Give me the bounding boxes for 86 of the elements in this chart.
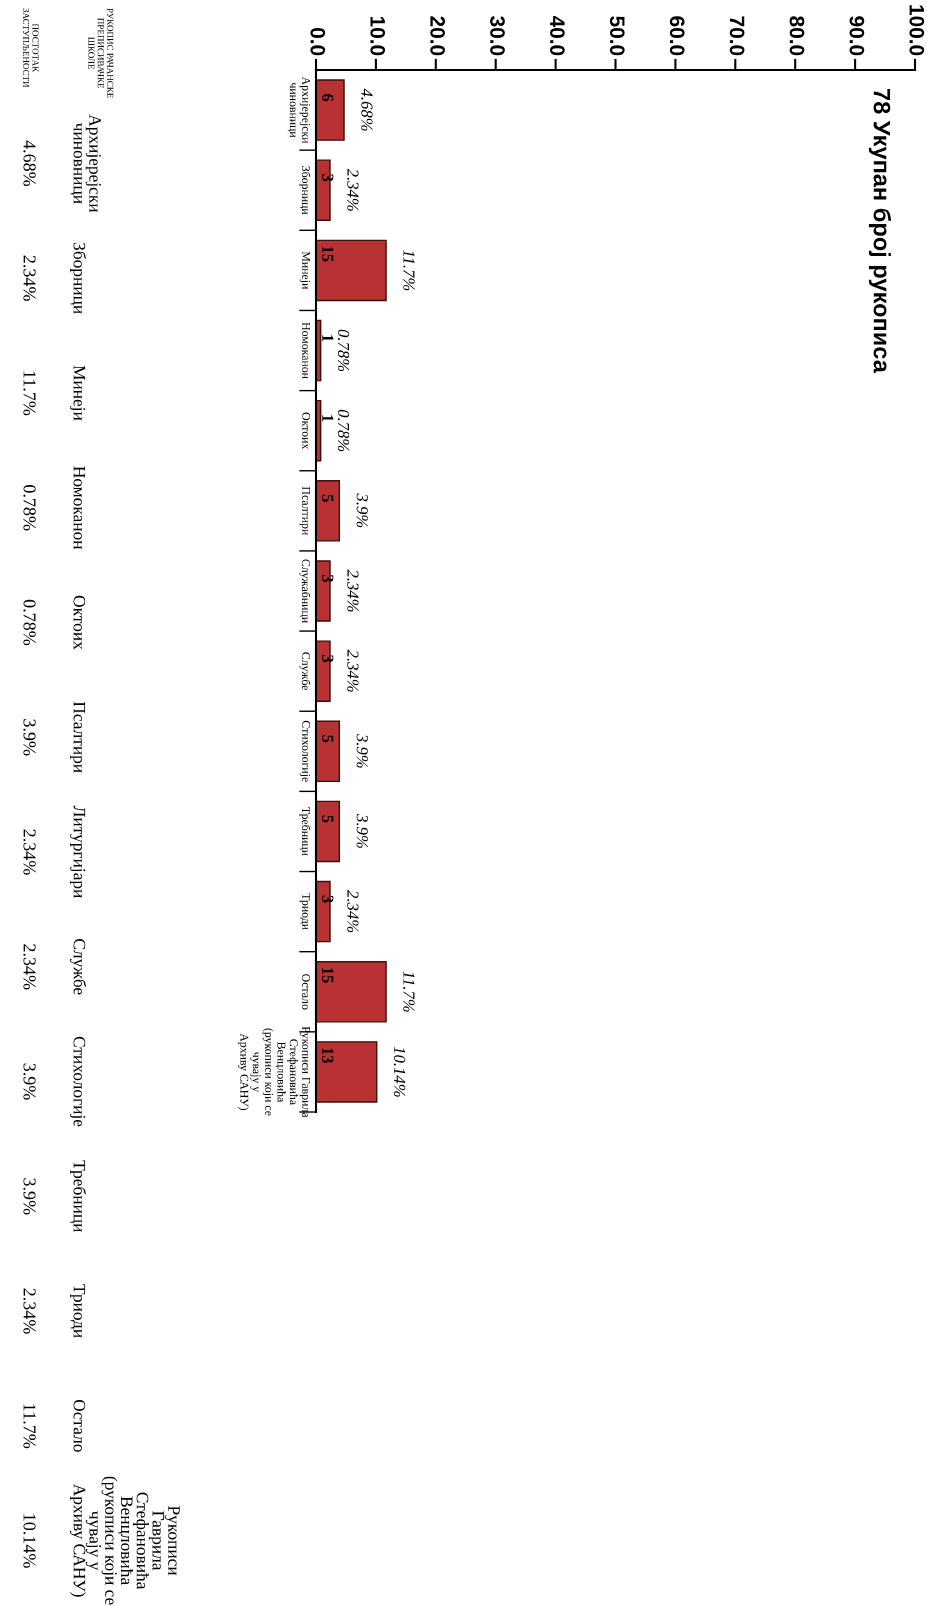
category-label: Рукописи Гаврила Стефановића Венцловића (рукописи који се чувају у Архиву САНУ) [70, 1476, 180, 1605]
text: 11.7% [23, 1404, 36, 1449]
bar [316, 720, 341, 783]
annotation: 1 [322, 335, 334, 342]
y-tick-label: Зборници [299, 166, 311, 215]
text: 78 Укупан број рукописа [868, 89, 892, 373]
bar [316, 1041, 378, 1103]
text: 10.14% [23, 1514, 36, 1568]
text: ПОСТОТАК ЗАСТУПЉЕНОСТИ [23, 8, 39, 88]
text: 2.34% [23, 255, 36, 301]
data-label: 2.34% [347, 569, 359, 612]
annotation: 3 [322, 895, 334, 903]
category-label: Литургијари [70, 805, 86, 898]
annotation: 1 [322, 415, 334, 422]
y-tick-label: Рукописи Гаврила Стефановића Венцловића (рукописи који се чувају у Архиву САНУ) [237, 1026, 311, 1118]
data-label: 11.7% [403, 250, 415, 291]
text: 11.7% [23, 371, 36, 416]
annotation: 15 [322, 968, 334, 983]
data-label: 3.9% [356, 733, 368, 768]
category-label: Псалтири [70, 701, 86, 773]
y-tick-label: Номоканон [302, 322, 310, 379]
data-label: 10.14% [393, 1046, 406, 1097]
category-label: Службе [70, 939, 87, 995]
text: 3.9% [23, 1063, 36, 1100]
bar [316, 800, 341, 863]
annotation: 6 [322, 93, 334, 102]
text: 3.9% [23, 1178, 36, 1215]
y-tick-label: Требници [299, 807, 311, 856]
x-tick-label: 80.0 [789, 16, 805, 56]
data-label: 3.9% [356, 814, 368, 848]
x-tick-label: 50.0 [609, 16, 625, 56]
y-tick-label: Остало [302, 974, 311, 1010]
text: 0.78% [23, 485, 36, 531]
data-label: 2.34% [347, 168, 359, 211]
category-label: Триоди [70, 1284, 86, 1338]
category-label: Архијерејски чиновници [70, 114, 101, 213]
x-tick-label: 10.0 [370, 16, 386, 56]
text: 2.34% [23, 829, 36, 875]
bar [316, 239, 387, 302]
data-label: 3.9% [356, 493, 368, 528]
data-label: 0.78% [337, 409, 350, 452]
annotation: 5 [322, 735, 334, 743]
annotation: 13 [322, 1048, 334, 1064]
bar [316, 480, 341, 542]
x-tick-label: 90.0 [849, 16, 865, 56]
x-tick-label: 0.0 [310, 27, 326, 56]
text: 0.78% [23, 599, 36, 646]
annotation: 3 [322, 574, 334, 583]
y-tick-label: Октоих [302, 412, 311, 450]
x-tick-label: 30.0 [490, 16, 505, 56]
y-tick-label: Минеји [299, 251, 311, 290]
annotation: 5 [322, 494, 334, 502]
annotation: 15 [322, 246, 334, 262]
text: РУКОПИС РАЧАНСКЕ ПРЕПИСИВАЧКЕ ШКОЛЕ [88, 8, 114, 98]
y-tick-label: Архијерејски чиновници [287, 76, 311, 144]
x-tick-label: 70.0 [729, 16, 745, 56]
annotation: 5 [322, 815, 334, 823]
x-tick-label: 100.0 [909, 5, 925, 56]
y-tick-label: Стихологије [299, 720, 311, 782]
category-label: Номоканон [73, 466, 86, 550]
data-label: 2.34% [347, 649, 359, 692]
text: 2.34% [23, 1288, 36, 1334]
data-label: 11.7% [403, 971, 415, 1012]
text: 2.34% [23, 944, 36, 990]
annotation: 3 [322, 174, 334, 182]
category-label: Минеји [70, 365, 86, 421]
x-tick-label: 20.0 [430, 16, 445, 56]
y-tick-label: Триоди [299, 893, 310, 930]
annotation: 3 [322, 655, 334, 663]
text: 4.68% [23, 140, 36, 187]
category-label: Стихологије [70, 1036, 86, 1127]
x-tick-label: 40.0 [550, 15, 565, 56]
category-label: Требници [70, 1160, 87, 1233]
data-label: 2.34% [347, 890, 359, 933]
text: 3.9% [23, 719, 36, 756]
data-label: 4.68% [361, 88, 373, 131]
y-tick-label: Службе [299, 652, 311, 691]
data-label: 0.78% [337, 329, 350, 372]
bar [316, 79, 345, 141]
category-label: Зборници [70, 242, 87, 314]
bar [316, 961, 387, 1023]
category-label: Октоих [73, 595, 86, 650]
category-label: Остало [73, 1399, 86, 1452]
y-tick-label: Псалтири [299, 486, 310, 535]
x-tick-label: 60.0 [669, 16, 685, 56]
y-tick-label: Служабници [299, 559, 311, 623]
